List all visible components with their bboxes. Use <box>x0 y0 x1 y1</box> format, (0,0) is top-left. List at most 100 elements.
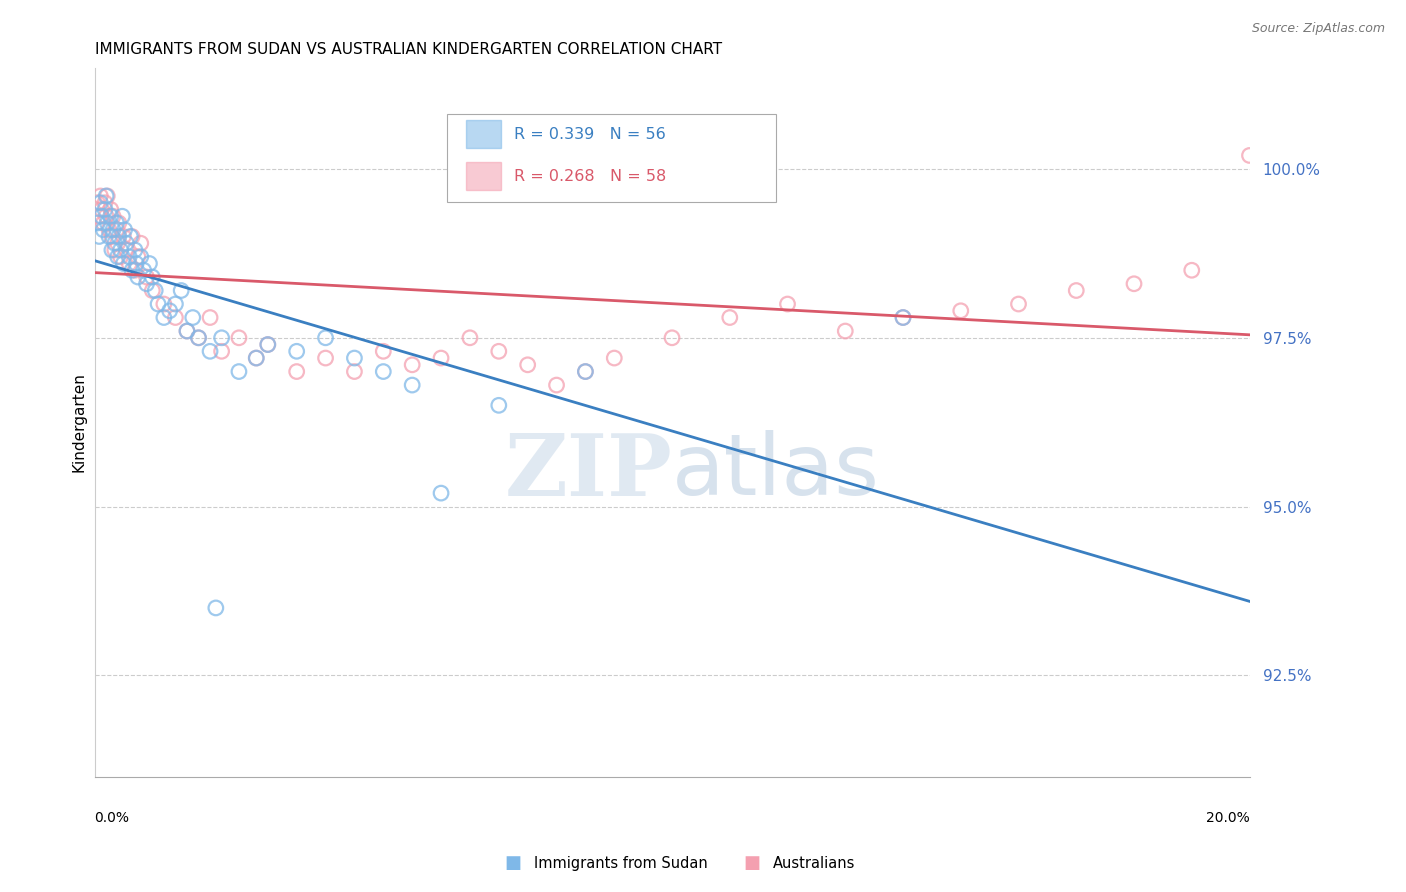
Point <box>1123 277 1146 291</box>
Point <box>488 344 510 359</box>
Text: ■: ■ <box>505 855 522 872</box>
Point <box>89 209 111 223</box>
Point <box>574 365 596 379</box>
Text: 20.0%: 20.0% <box>1206 811 1250 824</box>
Point <box>891 310 914 325</box>
FancyBboxPatch shape <box>467 162 501 190</box>
Point <box>401 378 423 392</box>
Point <box>211 331 233 345</box>
Point <box>187 331 209 345</box>
Point <box>245 351 267 365</box>
Point <box>181 310 204 325</box>
Point <box>112 256 135 270</box>
Point <box>315 331 337 345</box>
Point <box>430 486 453 500</box>
Point <box>124 243 146 257</box>
Point <box>153 310 176 325</box>
Point <box>401 358 423 372</box>
Point <box>373 365 395 379</box>
Point <box>165 297 187 311</box>
Point <box>135 270 157 285</box>
Point <box>141 284 163 298</box>
Point <box>89 229 111 244</box>
Point <box>834 324 856 338</box>
Point <box>121 263 143 277</box>
Point <box>100 209 122 223</box>
Point <box>118 256 141 270</box>
Point <box>110 243 132 257</box>
Point <box>776 297 799 311</box>
Point <box>124 263 146 277</box>
Point <box>205 601 228 615</box>
Point <box>129 236 152 251</box>
Point <box>105 216 128 230</box>
Point <box>187 331 209 345</box>
Point <box>949 303 972 318</box>
Point <box>114 223 136 237</box>
Point <box>146 297 169 311</box>
Point <box>516 358 538 372</box>
Point <box>603 351 626 365</box>
Point <box>90 209 112 223</box>
Point <box>94 209 117 223</box>
Point <box>94 202 117 217</box>
FancyBboxPatch shape <box>467 120 501 148</box>
Point <box>153 297 176 311</box>
Point <box>228 331 250 345</box>
Point <box>101 243 124 257</box>
Point <box>112 229 135 244</box>
Point <box>256 337 278 351</box>
Point <box>86 195 108 210</box>
Point <box>718 310 741 325</box>
Point <box>115 243 138 257</box>
Point <box>315 351 337 365</box>
Point <box>107 236 129 251</box>
Point <box>120 229 142 244</box>
Point <box>176 324 198 338</box>
Point <box>198 310 221 325</box>
Point <box>1007 297 1029 311</box>
Point <box>574 365 596 379</box>
Point <box>91 223 114 237</box>
Point <box>176 324 198 338</box>
Point <box>108 216 131 230</box>
Point <box>343 365 366 379</box>
Point <box>115 236 138 251</box>
Point <box>135 277 157 291</box>
Point <box>661 331 683 345</box>
Point <box>143 284 166 298</box>
Point <box>170 284 193 298</box>
Point <box>159 303 181 318</box>
Point <box>430 351 453 365</box>
Point <box>891 310 914 325</box>
Point <box>104 243 127 257</box>
Point <box>228 365 250 379</box>
Point <box>546 378 568 392</box>
Point <box>1239 148 1261 162</box>
Text: atlas: atlas <box>672 430 880 514</box>
Point <box>141 270 163 285</box>
Point <box>211 344 233 359</box>
Point <box>90 202 112 217</box>
Text: ZIP: ZIP <box>505 430 672 514</box>
Point <box>285 344 308 359</box>
Point <box>96 216 118 230</box>
Point <box>132 263 155 277</box>
Point <box>458 331 481 345</box>
Text: 0.0%: 0.0% <box>94 811 129 824</box>
Text: Australians: Australians <box>773 856 856 871</box>
Point <box>138 256 160 270</box>
Point <box>121 229 143 244</box>
Point <box>100 202 122 217</box>
Point <box>285 365 308 379</box>
Point <box>96 189 118 203</box>
Point <box>118 250 141 264</box>
Point <box>125 256 148 270</box>
Point <box>86 216 108 230</box>
Text: IMMIGRANTS FROM SUDAN VS AUSTRALIAN KINDERGARTEN CORRELATION CHART: IMMIGRANTS FROM SUDAN VS AUSTRALIAN KIND… <box>94 42 721 57</box>
Point <box>89 195 111 210</box>
Point <box>198 344 221 359</box>
Point <box>256 337 278 351</box>
Point <box>129 250 152 264</box>
Point <box>94 189 117 203</box>
